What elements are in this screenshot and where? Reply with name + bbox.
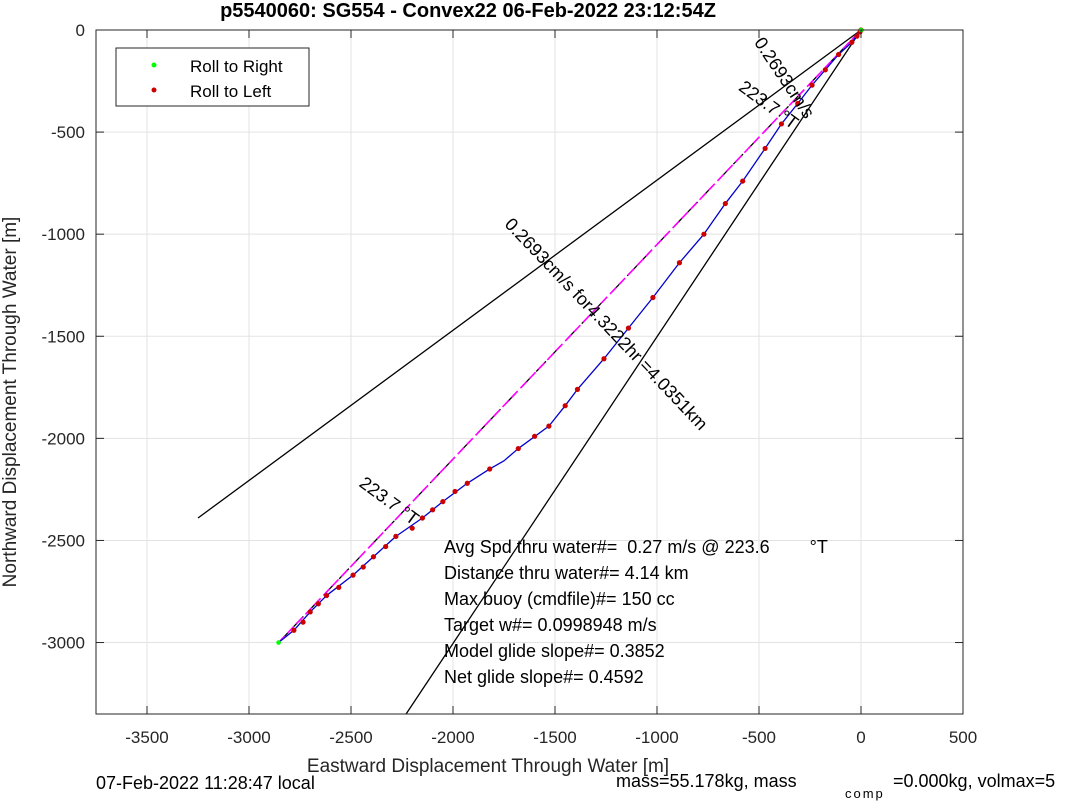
chart-title: p5540060: SG554 - Convex22 06-Feb-2022 2… [220, 0, 716, 22]
point-roll-to-left [315, 601, 321, 607]
point-roll-to-left [809, 82, 815, 88]
point-roll-to-left [822, 67, 828, 73]
legend-box [115, 47, 310, 107]
legend-label-right: Roll to Right [190, 57, 283, 76]
point-roll-to-left [464, 480, 470, 486]
footer-comp-sub: comp [845, 786, 885, 801]
y-tick-label: -2000 [42, 429, 85, 448]
x-ticks: -3500 -3000 -2500 -2000 -1500 -1000 -500 0 500 [125, 30, 977, 747]
reference-lines [197, 29, 862, 715]
point-roll-to-left [722, 200, 728, 207]
point-roll-to-left [370, 554, 377, 560]
footer-mass: mass=55.178kg, mass [616, 771, 797, 791]
y-tick-label: -2500 [42, 531, 85, 550]
stat-distance: Distance thru water#= 4.14 km [444, 563, 689, 583]
point-roll-to-left [740, 178, 746, 184]
point-roll-to-left [650, 294, 656, 301]
stat-avg-speed: Avg Spd thru water#= 0.27 m/s @ 223.6 °T [444, 537, 828, 557]
point-roll-to-left [546, 423, 552, 429]
stat-max-buoy: Max buoy (cmdfile)#= 150 cc [444, 589, 675, 609]
point-roll-to-left [849, 39, 855, 45]
point-roll-to-left [778, 121, 785, 127]
y-tick-label: -1500 [42, 327, 85, 346]
point-roll-to-left [419, 515, 425, 521]
point-roll-to-left [515, 445, 521, 452]
reference-line [405, 29, 862, 715]
point-roll-to-left [430, 507, 436, 513]
point-roll-to-left [409, 525, 415, 531]
x-tick-label: -500 [742, 728, 776, 747]
legend-marker-right [151, 62, 157, 68]
x-axis-label: Eastward Displacement Through Water [m] [307, 756, 669, 777]
point-roll-to-left [323, 592, 330, 599]
series-line-straight [278, 29, 862, 644]
reference-line [197, 29, 862, 519]
footer-local-time: 07-Feb-2022 11:28:47 local [96, 773, 315, 793]
point-roll-to-left [601, 356, 607, 362]
point-roll-to-left [452, 488, 458, 495]
axes-box [95, 29, 964, 715]
stat-net-glide: Net glide slope#= 0.4592 [444, 667, 644, 687]
y-tick-label: -500 [51, 123, 85, 142]
y-ticks: 0 -500 -1000 -1500 -2000 -2500 -3000 [42, 21, 963, 653]
point-roll-to-left [336, 584, 342, 591]
point-roll-to-right [276, 640, 281, 645]
y-tick-label: 0 [76, 21, 85, 40]
point-roll-to-left [625, 325, 632, 331]
point-roll-to-left [300, 619, 306, 625]
y-tick-label: -1000 [42, 225, 85, 244]
point-roll-to-left [350, 572, 356, 578]
point-roll-to-left [532, 433, 538, 439]
point-roll-to-left [854, 33, 860, 39]
point-roll-to-left [393, 533, 399, 539]
x-tick-label: -2000 [431, 728, 474, 747]
point-roll-to-left [701, 231, 707, 237]
x-tick-label: -1500 [533, 728, 576, 747]
grid [96, 29, 964, 714]
point-roll-to-left [562, 403, 568, 409]
point-roll-to-left [291, 627, 297, 633]
series-layer [276, 27, 864, 645]
point-roll-to-left [676, 260, 683, 266]
y-axis-label: Northward Displacement Through Water [m] [0, 217, 21, 588]
legend-marker-left [151, 87, 157, 93]
point-roll-to-left [360, 564, 366, 570]
point-roll-to-left [383, 543, 389, 550]
x-tick-label: -2500 [329, 728, 372, 747]
x-tick-label: -1000 [635, 728, 678, 747]
stats-block: Avg Spd thru water#= 0.27 m/s @ 223.6 °T… [444, 537, 828, 687]
point-roll-to-left [487, 466, 493, 472]
legend-label-left: Roll to Left [190, 82, 272, 101]
x-tick-label: -3500 [125, 728, 168, 747]
stat-model-glide: Model glide slope#= 0.3852 [444, 641, 665, 661]
point-roll-to-left [795, 100, 801, 107]
point-roll-to-left [835, 51, 842, 58]
footer-comp: =0.000kg, volmax=5 [893, 771, 1055, 791]
y-tick-label: -3000 [42, 634, 85, 653]
point-roll-to-left [574, 386, 581, 392]
legend: Roll to Right Roll to Left [115, 47, 310, 107]
point-roll-to-left [440, 499, 446, 505]
stat-target-w: Target w#= 0.0998948 m/s [444, 615, 657, 635]
x-tick-label: 500 [949, 728, 977, 747]
point-roll-to-left [762, 145, 768, 152]
annotation-label: 0.2693cm/s for4.3222hr =4.0351km [501, 214, 712, 434]
point-roll-to-left [307, 609, 313, 615]
x-tick-label: 0 [856, 728, 865, 747]
x-tick-label: -3000 [227, 728, 270, 747]
